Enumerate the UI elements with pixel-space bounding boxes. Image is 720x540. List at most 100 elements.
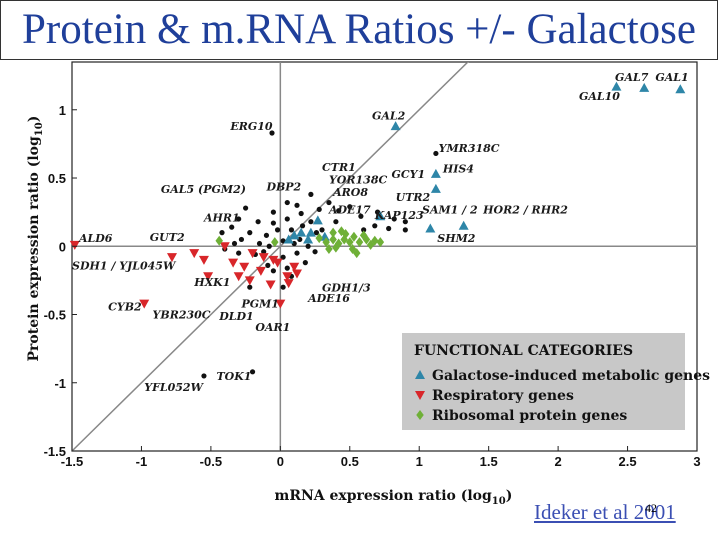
- citation-link[interactable]: Ideker et al 2001: [534, 500, 676, 524]
- respiratory-gene-point: [233, 272, 244, 282]
- ribosomal-gene-point: [315, 233, 323, 244]
- gene-label: SHM2: [437, 232, 476, 245]
- other-gene-point: [391, 216, 397, 222]
- respiratory-gene-point: [228, 258, 239, 268]
- other-gene-point: [236, 216, 242, 222]
- x-tick-label: 1.5: [480, 454, 498, 469]
- galactose-gene-point: [375, 211, 386, 221]
- ribosomal-gene-point: [322, 237, 330, 248]
- gene-label: SDH1 / YJL045W: [72, 259, 177, 272]
- galactose-gene-point: [303, 234, 314, 244]
- x-tick-label: 0: [277, 454, 284, 469]
- other-gene-point: [256, 240, 263, 247]
- other-gene-point: [386, 225, 392, 232]
- ribosomal-gene-point: [329, 227, 337, 238]
- gene-label: AHR1: [203, 212, 240, 225]
- gene-label: YOR138C: [329, 173, 388, 186]
- points-layer: [69, 81, 686, 379]
- gene-label: GAL7: [615, 71, 649, 84]
- gene-label: SAM1 / 2: [422, 204, 478, 217]
- y-axis-label-end: ): [26, 116, 42, 123]
- gene-label: OAR1: [255, 321, 290, 334]
- legend-box: [402, 333, 685, 430]
- y-tick-label: -1.5: [44, 444, 66, 459]
- respiratory-gene-point: [289, 262, 300, 272]
- ribosomal-gene-point: [355, 237, 364, 248]
- respiratory-gene-point: [69, 240, 80, 250]
- galactose-gene-point: [296, 227, 307, 237]
- ribosomal-gene-point: [350, 231, 358, 242]
- galactose-gene-point: [283, 234, 294, 244]
- ribosomal-gene-point: [337, 226, 346, 237]
- galactose-gene-point: [639, 82, 650, 92]
- other-gene-point: [326, 199, 332, 206]
- x-axis-label-main: mRNA expression ratio (log: [275, 488, 493, 504]
- respiratory-gene-point: [198, 255, 209, 265]
- respiratory-gene-point: [275, 299, 286, 309]
- other-gene-point: [288, 227, 295, 233]
- other-gene-point: [374, 209, 381, 215]
- ribosomal-gene-point: [376, 237, 385, 248]
- gene-label: HXK1: [193, 276, 230, 289]
- galactose-gene-point: [305, 227, 316, 237]
- gene-label: ERG10: [229, 120, 273, 133]
- other-gene-point: [361, 227, 367, 233]
- gene-label: HIS4: [442, 163, 474, 176]
- respiratory-gene-point: [167, 253, 177, 263]
- galactose-gene-point: [611, 81, 622, 91]
- other-gene-point: [313, 230, 320, 236]
- x-axis-label-end: ): [506, 488, 513, 504]
- other-gene-point: [263, 232, 270, 238]
- other-gene-point: [280, 254, 286, 260]
- annotations-layer: GAL7 GAL1 GAL10 GAL2 ERG10 YMR318C HIS4 CTR1YOR…: [72, 71, 689, 394]
- x-tick-label: 2: [554, 454, 561, 469]
- legend-item-label: Galactose-induced metabolic genes: [432, 368, 710, 384]
- diagonal-line: [72, 62, 469, 451]
- gene-label: GUT2: [150, 231, 185, 244]
- respiratory-gene-point: [258, 253, 269, 263]
- ribosomal-gene-point: [271, 237, 279, 248]
- ribosomal-gene-point: [215, 235, 223, 246]
- other-gene-point: [402, 227, 408, 233]
- other-gene-point: [229, 224, 235, 230]
- y-tick-label: -1: [54, 376, 66, 391]
- other-gene-point: [266, 243, 272, 249]
- respiratory-gene-point: [283, 279, 294, 289]
- other-gene-point: [372, 223, 378, 229]
- legend-item-label: Respiratory genes: [432, 388, 574, 404]
- other-gene-point: [261, 249, 267, 255]
- y-tick-label: -0.5: [44, 308, 66, 323]
- other-gene-point: [333, 219, 339, 225]
- ticks-layer: -1.5 -1 -0.5 0 0.5 1 1.5 2 2.5 3 1 0.5 0 -0.5 -1 -1.5: [44, 103, 701, 469]
- other-gene-point: [308, 219, 314, 225]
- gene-label: TOK1: [216, 370, 251, 383]
- other-gene-point: [316, 206, 322, 213]
- ribosomal-gene-point: [359, 230, 368, 241]
- other-gene-point: [249, 369, 256, 375]
- other-gene-point: [269, 130, 275, 136]
- axes-layer: [71, 61, 698, 452]
- galactose-gene-point: [430, 168, 441, 178]
- galactose-gene-point: [675, 84, 686, 94]
- gene-label: GAL10: [579, 90, 620, 103]
- other-gene-point: [284, 265, 290, 271]
- other-gene-point: [270, 220, 276, 226]
- respiratory-gene-point: [247, 249, 258, 259]
- gene-label: YMR318C: [439, 142, 500, 155]
- gene-label: GCY1: [391, 168, 425, 181]
- respiratory-gene-point: [282, 272, 293, 282]
- y-tick-label: 0: [59, 239, 66, 254]
- ribosomal-gene-point: [366, 239, 375, 250]
- other-gene-point: [312, 249, 318, 255]
- other-gene-point: [243, 205, 249, 211]
- respiratory-gene-point: [244, 276, 255, 286]
- gene-label: DBP2: [265, 180, 301, 193]
- other-gene-point: [270, 268, 276, 274]
- legend-marker: [415, 370, 425, 379]
- gene-label: YFL052W: [144, 381, 204, 394]
- other-gene-point: [265, 262, 271, 268]
- other-gene-point: [433, 150, 439, 157]
- plot-frame: [71, 61, 698, 452]
- ribosomal-gene-point: [352, 248, 361, 259]
